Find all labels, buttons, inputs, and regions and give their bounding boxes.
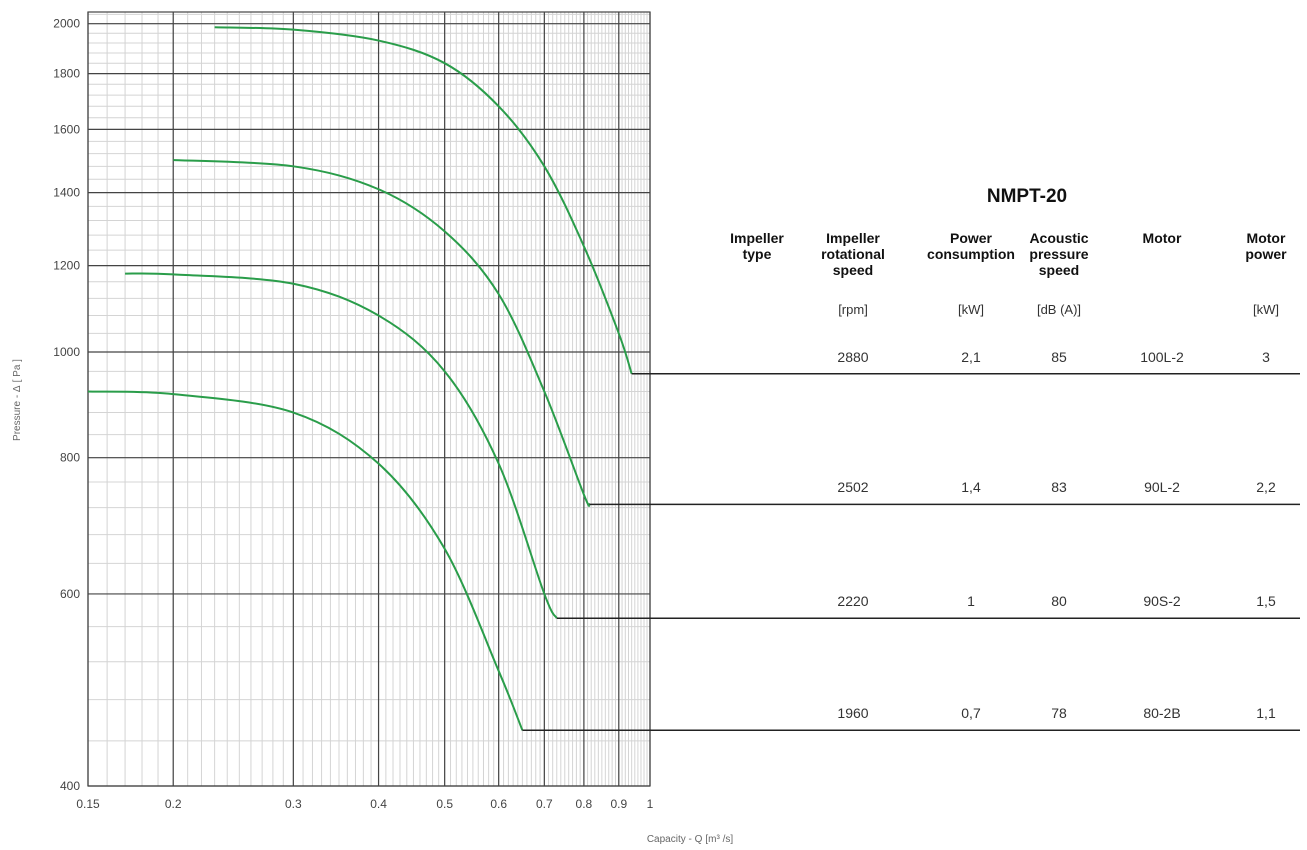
y-axis-label: Pressure - Δ[ Pa ] xyxy=(12,359,23,441)
y-tick-label: 1200 xyxy=(53,259,80,273)
y-tick-label: 800 xyxy=(60,451,80,465)
x-tick-label: 1 xyxy=(647,797,654,811)
y-tick-label: 1400 xyxy=(53,186,80,200)
y-tick-label: 2000 xyxy=(53,17,80,31)
x-axis-label: Capacity - Q [m³ /s] xyxy=(647,834,734,845)
x-tick-label: 0.8 xyxy=(576,797,593,811)
row-leader-lines xyxy=(522,373,1300,731)
x-tick-label: 0.6 xyxy=(490,797,507,811)
series-line xyxy=(173,158,591,507)
y-tick-label: 400 xyxy=(60,779,80,793)
x-tick-label: 0.7 xyxy=(536,797,553,811)
y-tick-label: 600 xyxy=(60,587,80,601)
x-tick-label: 0.9 xyxy=(610,797,627,811)
y-tick-label: 1800 xyxy=(53,67,80,81)
series-line xyxy=(214,26,633,375)
plot-frame xyxy=(87,11,651,787)
x-tick-labels: 0.15 0.2 0.3 0.4 0.5 0.6 0.7 0.8 0.9 1 xyxy=(76,797,653,811)
x-tick-label: 0.15 xyxy=(76,797,100,811)
series-line xyxy=(125,272,558,619)
x-tick-label: 0.5 xyxy=(436,797,453,811)
y-tick-label: 1600 xyxy=(53,122,80,136)
x-tick-label: 0.2 xyxy=(165,797,182,811)
major-grid xyxy=(87,11,651,787)
y-tick-labels: 400 600 800 1000 1200 1400 1600 1800 2000 xyxy=(53,17,80,793)
minor-grid xyxy=(87,12,651,787)
y-tick-label: 1000 xyxy=(53,345,80,359)
x-tick-label: 0.3 xyxy=(285,797,302,811)
x-tick-label: 0.4 xyxy=(370,797,387,811)
series-line xyxy=(87,390,524,731)
series-lines xyxy=(87,26,633,731)
